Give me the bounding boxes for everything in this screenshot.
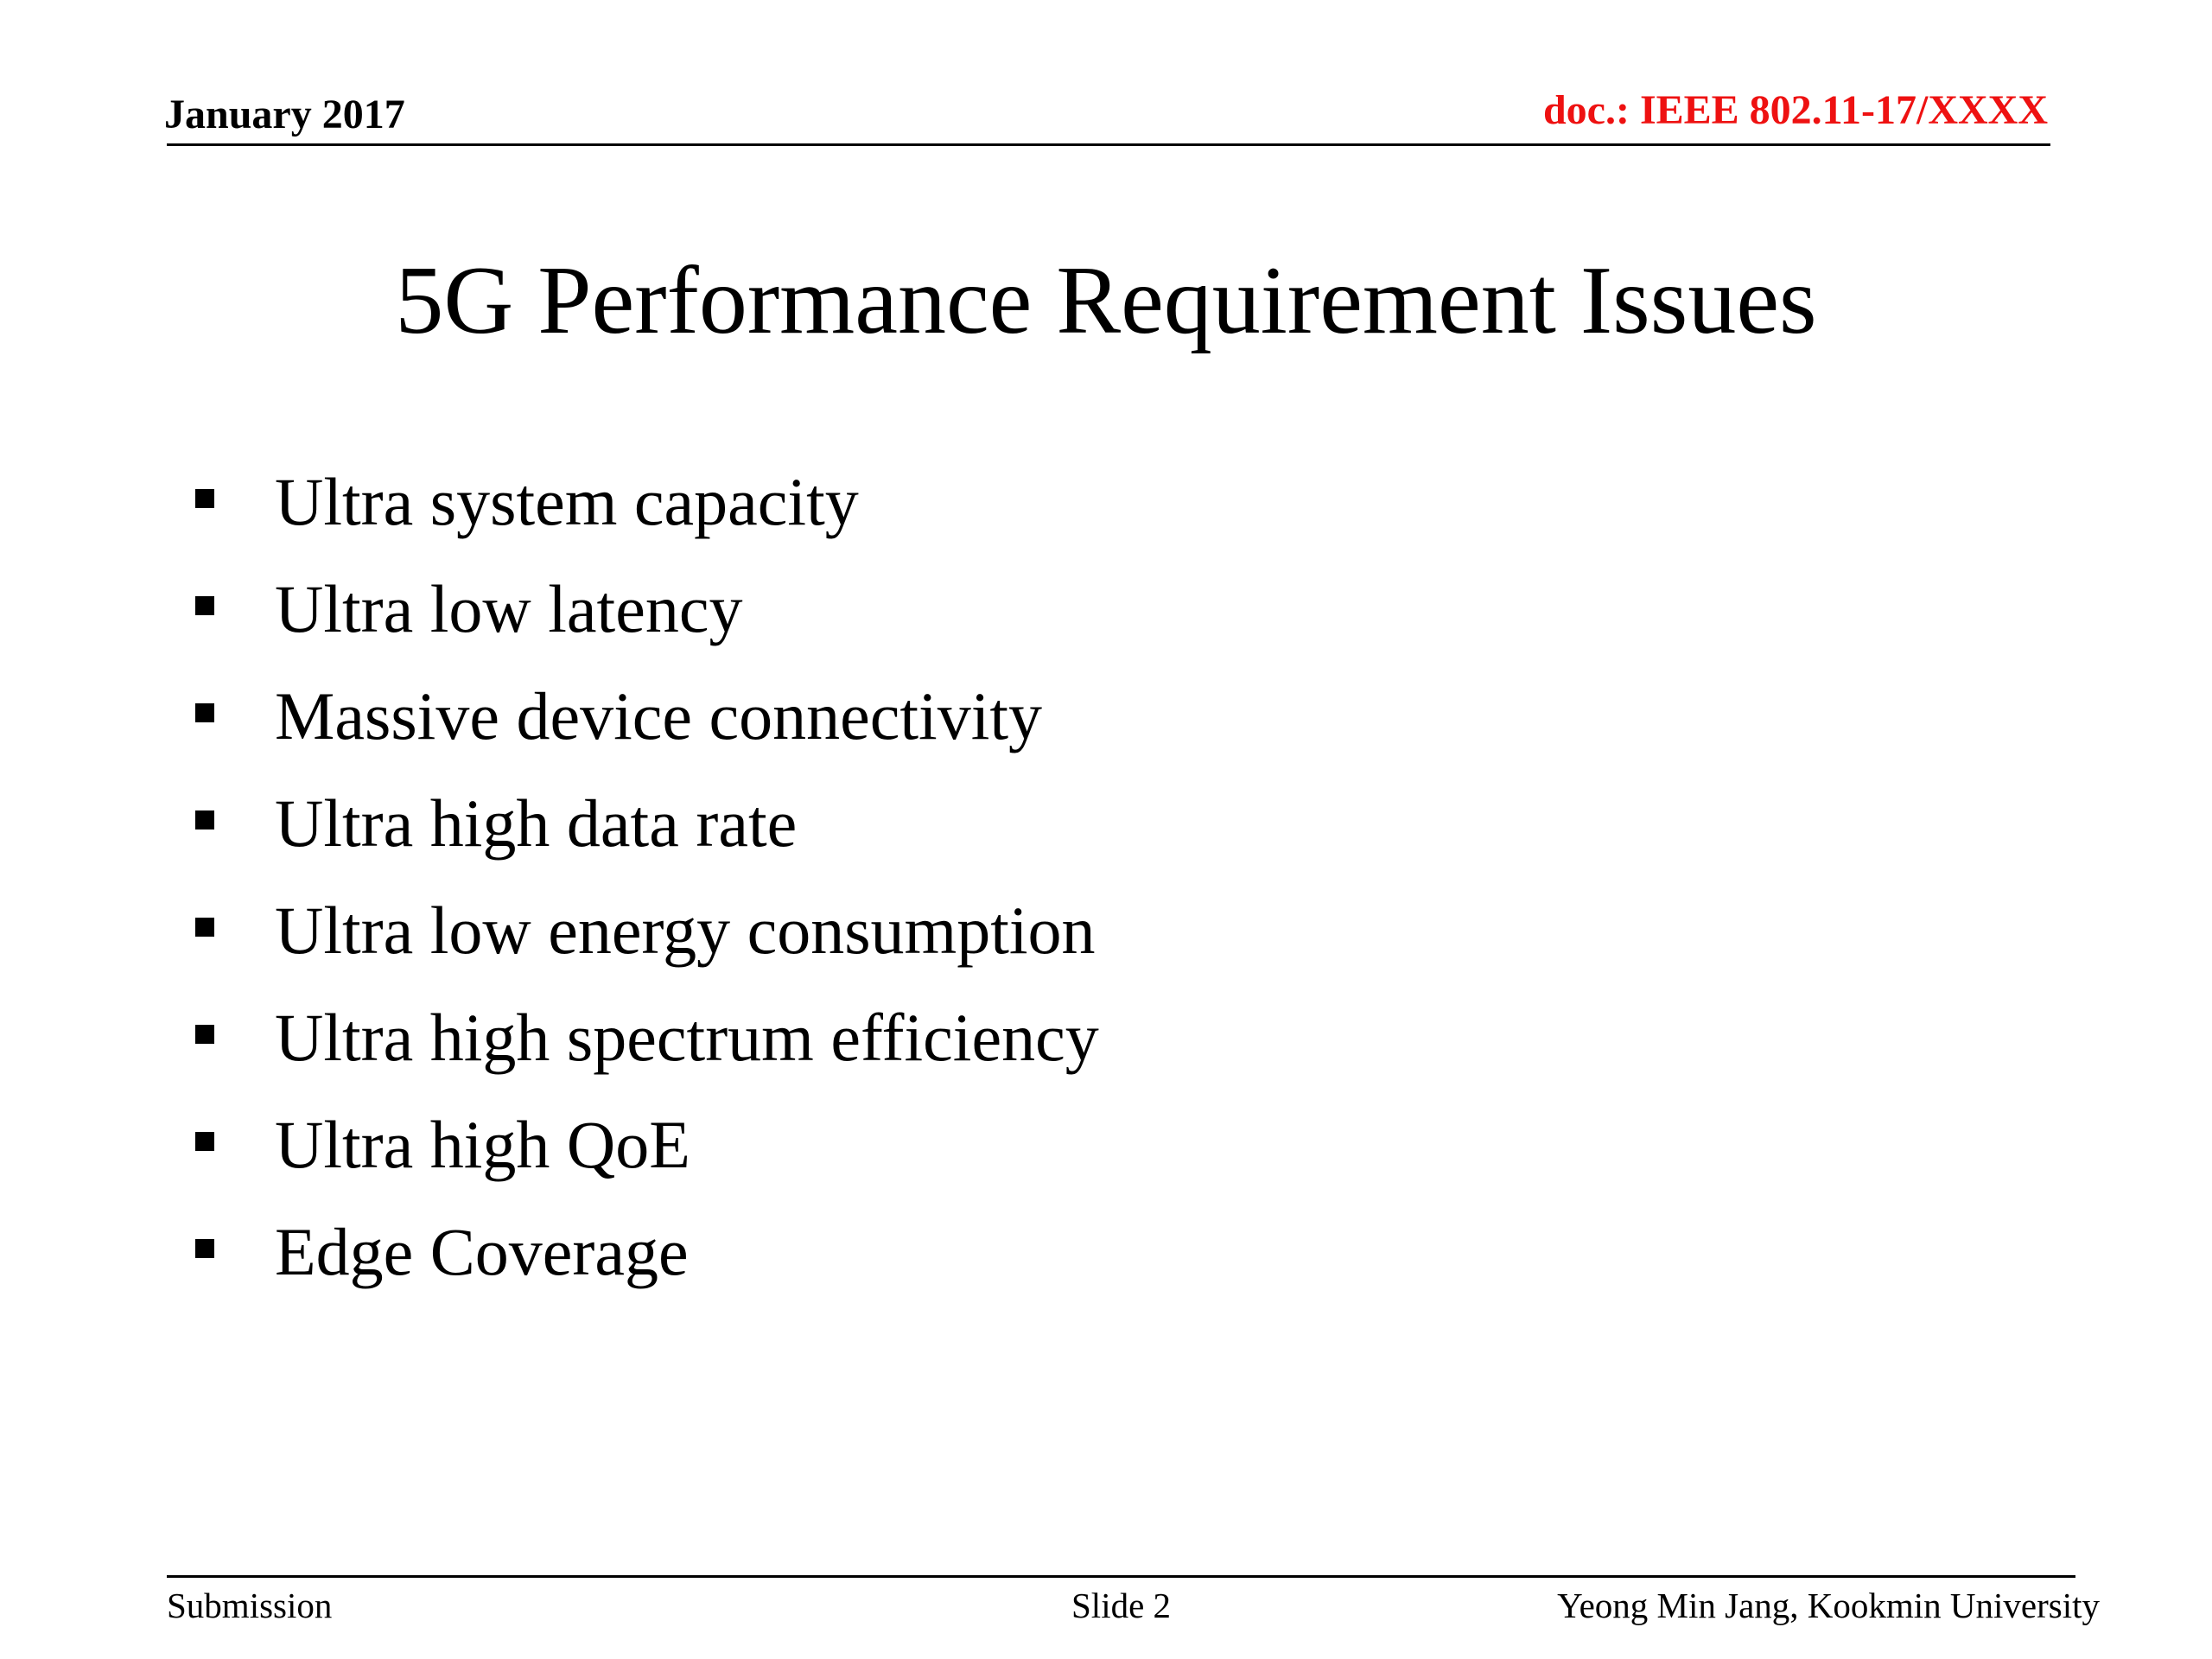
slide-title: 5G Performance Requirement Issues [395,247,1817,354]
bullet-text: Ultra high QoE [275,1107,690,1182]
header-divider [167,143,2050,146]
square-bullet-icon [195,489,214,508]
bullet-text: Ultra system capacity [275,464,859,539]
bullet-text: Ultra low energy consumption [275,893,1096,968]
header-doc-id: doc.: IEEE 802.11-17/XXXX [1542,87,2048,133]
bullet-text: Massive device connectivity [275,678,1043,753]
bullet-text: Ultra high data rate [275,785,798,861]
square-bullet-icon [195,1239,214,1258]
footer-divider [167,1575,2075,1578]
square-bullet-icon [195,703,214,722]
bullet-text: Edge Coverage [275,1214,689,1289]
footer-slide-number: Slide 2 [1071,1586,1172,1625]
square-bullet-icon [195,1025,214,1044]
square-bullet-icon [195,810,214,830]
header-date: January 2017 [164,92,405,137]
footer-submission: Submission [167,1586,333,1625]
bullet-text: Ultra high spectrum efficiency [275,1000,1099,1075]
bullet-text: Ultra low latency [275,571,743,646]
square-bullet-icon [195,918,214,937]
footer-author: Yeong Min Jang, Kookmin University [1557,1586,2100,1625]
square-bullet-icon [195,596,214,615]
square-bullet-icon [195,1132,214,1151]
